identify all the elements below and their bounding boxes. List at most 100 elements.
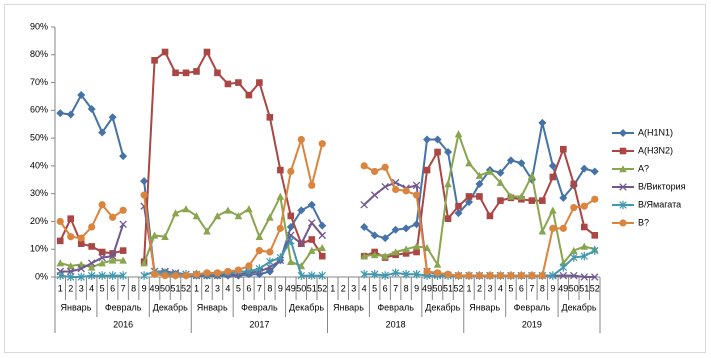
x-tick-label: 3 — [79, 283, 84, 293]
data-point — [570, 253, 578, 262]
data-point — [454, 130, 463, 138]
x-tick-label: 52 — [317, 283, 327, 293]
data-point — [307, 246, 316, 254]
x-tick-label: 52 — [454, 283, 464, 293]
month-label: Февраль — [241, 302, 278, 312]
legend-marker — [619, 200, 627, 210]
data-point — [234, 212, 243, 220]
data-point — [496, 272, 505, 280]
x-tick-label: 9 — [142, 283, 147, 293]
x-tick-label: 51 — [307, 283, 317, 293]
data-point — [297, 206, 306, 215]
y-tick-label: 20% — [30, 216, 48, 226]
x-tick-label: 6 — [383, 283, 388, 293]
data-point — [192, 270, 201, 278]
x-tick-label: 8 — [540, 283, 545, 293]
data-point — [465, 193, 473, 200]
y-tick-label: 40% — [30, 160, 48, 170]
data-point — [108, 271, 117, 280]
month-label: Декабрь — [153, 302, 188, 312]
data-point — [528, 197, 536, 204]
x-tick-label: 9 — [278, 283, 283, 293]
data-point — [360, 162, 368, 170]
data-point — [591, 195, 599, 203]
x-tick-label: 1 — [58, 283, 63, 293]
data-point — [66, 262, 75, 270]
data-point — [549, 224, 557, 232]
data-point — [214, 69, 221, 77]
data-point — [56, 259, 65, 267]
data-point — [77, 91, 86, 100]
data-point — [402, 250, 410, 257]
data-point — [108, 256, 117, 264]
data-point — [412, 191, 421, 199]
data-point — [66, 267, 75, 276]
data-point — [569, 246, 578, 254]
data-point — [486, 167, 494, 175]
x-tick-label: 52 — [590, 283, 600, 293]
data-point — [203, 269, 211, 277]
data-point — [182, 272, 190, 280]
data-point — [98, 128, 107, 137]
data-point — [559, 193, 568, 202]
data-point — [591, 273, 599, 281]
legend-label: B? — [638, 217, 649, 227]
data-point — [360, 252, 368, 260]
x-tick-label: 2 — [68, 283, 73, 293]
data-point — [161, 272, 169, 280]
data-point — [277, 166, 284, 174]
data-point — [370, 191, 379, 199]
month-label: Январь — [197, 302, 228, 312]
data-point — [119, 220, 127, 228]
y-tick-label: 10% — [30, 244, 48, 254]
data-point — [580, 242, 589, 250]
data-point — [391, 268, 400, 278]
data-point — [392, 185, 400, 194]
x-tick-label: 51 — [171, 283, 181, 293]
data-point — [360, 223, 369, 231]
x-tick-label: 50 — [569, 283, 579, 293]
data-point — [255, 232, 264, 241]
data-point — [119, 247, 127, 254]
data-point — [182, 69, 190, 77]
data-point — [517, 272, 525, 280]
data-point — [413, 248, 420, 256]
data-point — [517, 159, 526, 168]
data-point — [67, 215, 75, 222]
data-point — [475, 179, 484, 188]
data-point — [98, 271, 106, 280]
x-tick-label: 5 — [100, 283, 105, 293]
data-point — [391, 225, 400, 234]
data-point — [560, 145, 567, 153]
data-point — [559, 271, 568, 280]
data-point — [507, 192, 515, 200]
data-point — [171, 272, 180, 280]
month-label: Январь — [469, 302, 500, 312]
series — [56, 135, 599, 280]
data-point — [318, 271, 326, 280]
data-point — [307, 200, 316, 209]
x-tick-label: 1 — [194, 283, 199, 293]
x-tick-label: 3 — [351, 283, 356, 293]
data-point — [370, 231, 379, 240]
data-point — [151, 57, 158, 64]
data-point — [591, 246, 599, 255]
data-point — [297, 135, 305, 144]
data-point — [224, 80, 232, 88]
month-label: Февраль — [514, 302, 551, 312]
data-point — [108, 252, 117, 260]
x-tick-label: 3 — [215, 283, 220, 293]
data-point — [391, 248, 400, 256]
data-point — [549, 206, 557, 214]
data-point — [56, 271, 64, 280]
y-tick-label: 80% — [30, 49, 48, 59]
legend-marker — [619, 219, 627, 227]
data-point — [287, 257, 295, 266]
x-tick-label: 6 — [246, 283, 251, 293]
x-tick-label: 49 — [558, 283, 568, 293]
data-point — [412, 220, 421, 229]
data-point — [475, 171, 484, 179]
data-point — [486, 272, 494, 280]
data-point — [381, 271, 389, 280]
